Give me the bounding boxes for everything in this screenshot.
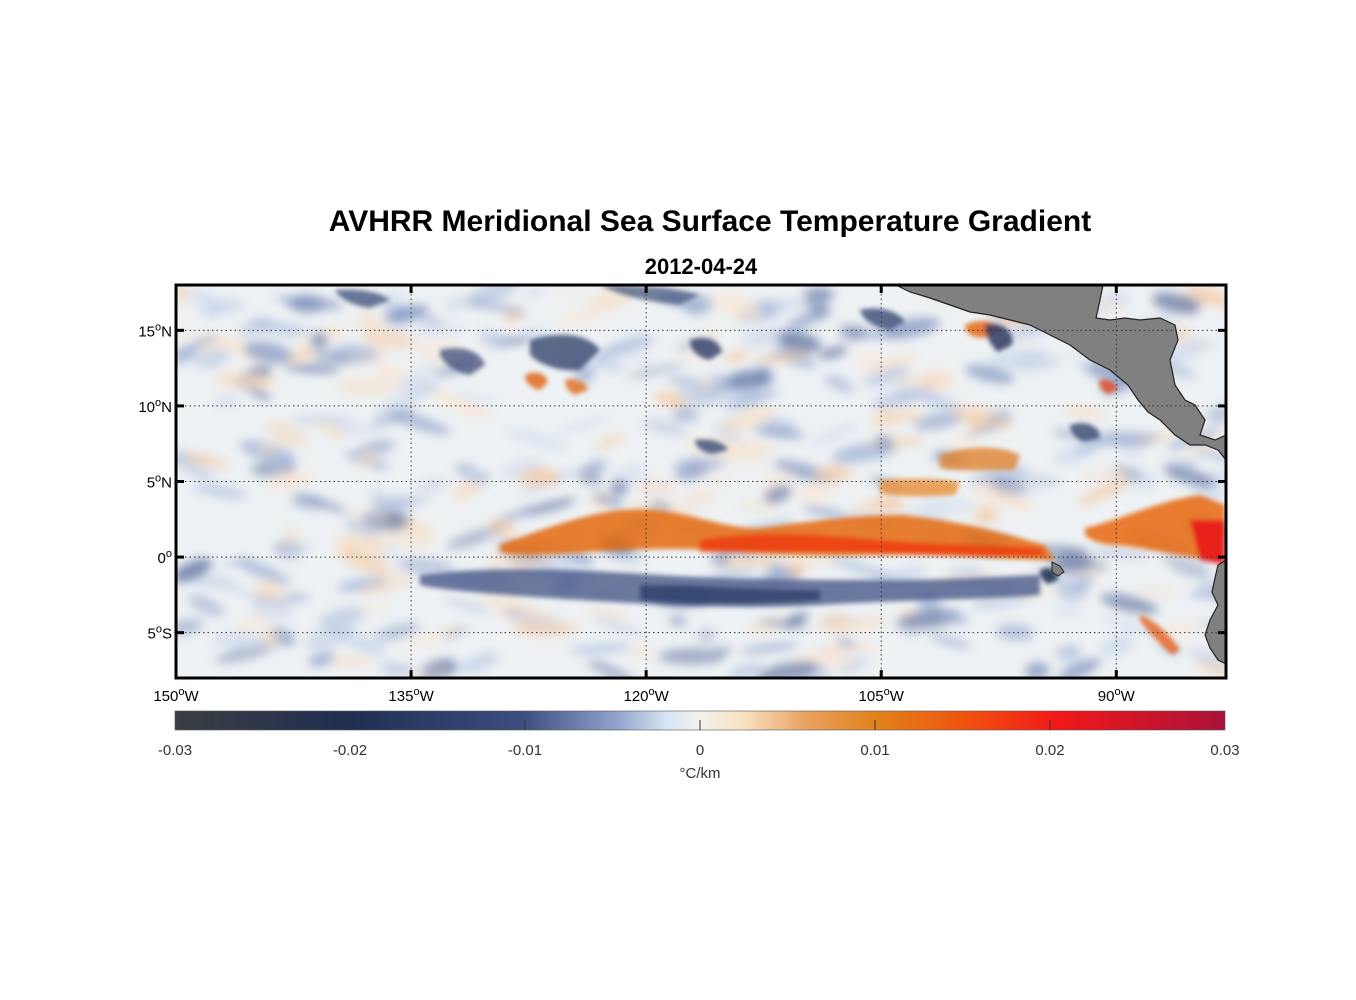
colorbar-tick-label: -0.01 (508, 742, 542, 759)
axis-ticks (174, 285, 1226, 678)
lat-label: 10oN (138, 397, 172, 416)
lat-label: 5oS (148, 624, 172, 643)
land-galapagos (1051, 561, 1065, 577)
colorbar-unit-label: °C/km (680, 765, 721, 782)
lat-label: 0o (158, 548, 172, 567)
colorbar-tick-label: 0.01 (860, 742, 889, 759)
land-south-america (1204, 559, 1226, 665)
lon-label: 135oW (388, 686, 434, 705)
sst-field (176, 285, 1226, 678)
lon-label: 120oW (623, 686, 669, 705)
latitude-labels: 15oN 10oN 5oN 0o 5oS (138, 321, 172, 642)
chart-subtitle: 2012-04-24 (644, 254, 758, 279)
longitude-labels: 150oW 135oW 120oW 105oW 90oW (153, 686, 1135, 705)
lat-label: 5oN (147, 473, 172, 492)
lat-label: 15oN (138, 321, 172, 340)
colorbar-tick-label: 0 (696, 742, 704, 759)
chart-title: AVHRR Meridional Sea Surface Temperature… (328, 205, 1092, 238)
land-central-america (895, 285, 1226, 461)
lon-label: 90oW (1098, 686, 1136, 705)
colorbar-tick-label: 0.02 (1035, 742, 1064, 759)
lon-label: 150oW (153, 686, 199, 705)
colorbar-tick-label: -0.02 (333, 742, 367, 759)
colorbar-tick-label: -0.03 (158, 742, 192, 759)
colorbar-tick-label: 0.03 (1210, 742, 1239, 759)
lon-label: 105oW (859, 686, 905, 705)
colorbar: -0.03 -0.02 -0.01 0 0.01 0.02 0.03 °C/km (158, 710, 1240, 782)
